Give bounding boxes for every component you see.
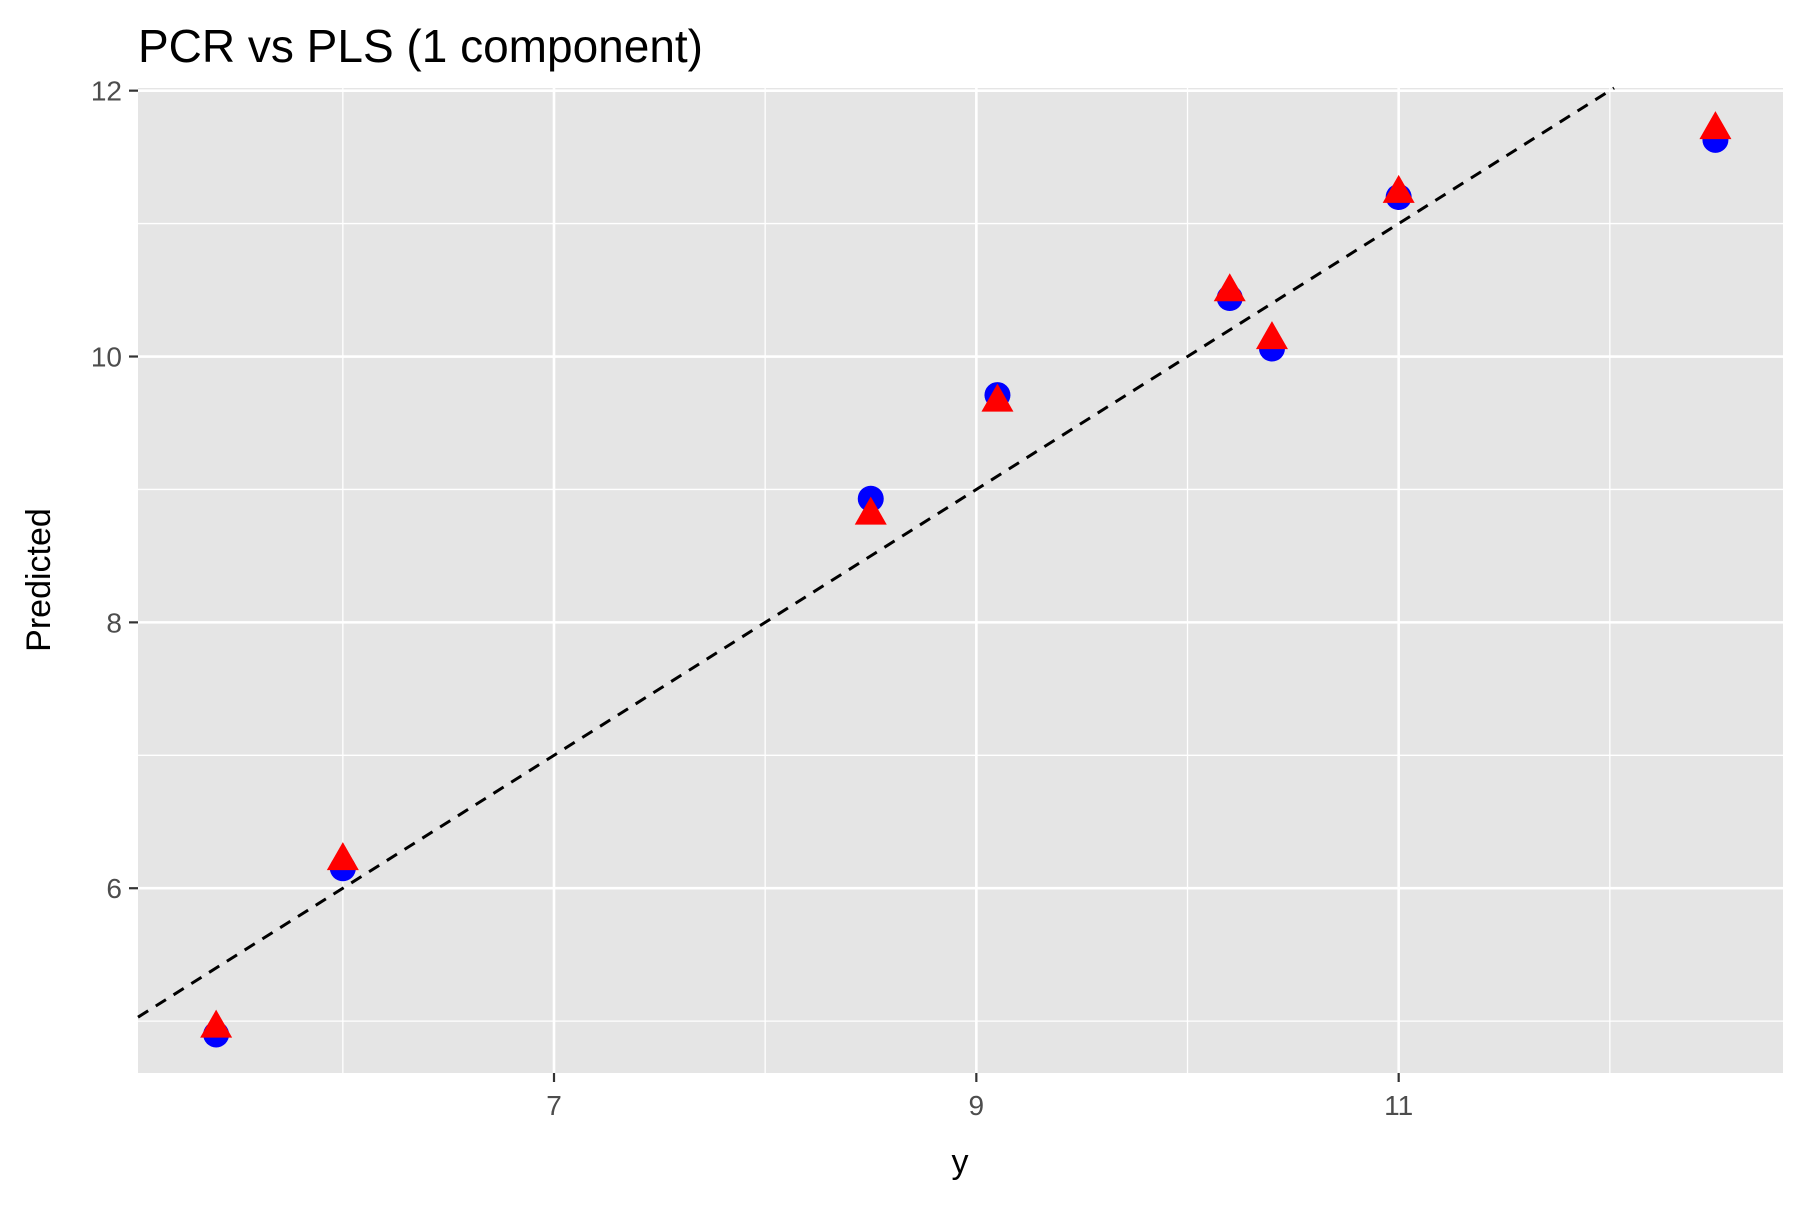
major-gridlines [138, 88, 1783, 1073]
data-points [200, 111, 1732, 1048]
y-axis-title: Predicted [20, 508, 58, 652]
reference-line-group [137, 86, 1615, 1019]
triangle-point [981, 383, 1014, 412]
triangle-point [326, 842, 359, 871]
triangle-point [1213, 273, 1246, 302]
x-tick-label: 9 [969, 1090, 985, 1121]
triangle-point [854, 496, 887, 525]
y-tick-label: 12 [91, 76, 122, 107]
chart-title: PCR vs PLS (1 component) [138, 20, 703, 72]
y-tick-label: 10 [91, 342, 122, 373]
triangle-point [1255, 321, 1288, 350]
triangle-point [200, 1009, 233, 1038]
identity-reference-line [137, 86, 1615, 1019]
plot-panel [138, 88, 1783, 1073]
y-tick-label: 8 [106, 607, 122, 638]
minor-gridlines [138, 88, 1783, 1073]
x-tick-label: 7 [546, 1090, 562, 1121]
x-tick-label: 11 [1384, 1090, 1413, 1121]
triangle-point [1382, 174, 1415, 203]
axis-ticks: 6 8 10 12 7 9 11 [91, 76, 1413, 1121]
y-tick-label: 6 [106, 873, 122, 904]
triangle-point [1699, 111, 1732, 140]
x-axis-title: y [952, 1143, 969, 1181]
